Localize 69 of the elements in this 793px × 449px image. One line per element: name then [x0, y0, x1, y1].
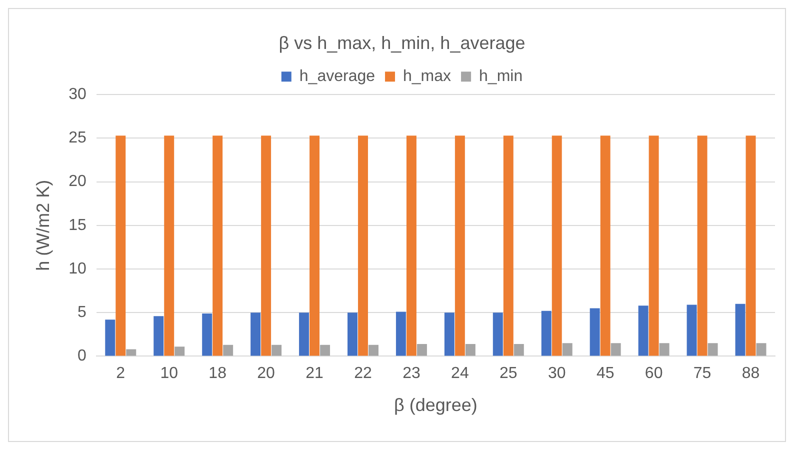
bar	[223, 344, 234, 356]
bar	[492, 312, 503, 356]
bar	[272, 344, 282, 356]
bar	[465, 344, 476, 356]
bar	[686, 304, 697, 356]
bar	[600, 136, 610, 356]
bar	[514, 344, 524, 356]
x-tick-label: 18	[208, 365, 227, 382]
bar	[697, 136, 708, 356]
bar	[735, 304, 746, 356]
bar	[454, 136, 465, 356]
bar	[444, 312, 454, 356]
bar	[746, 136, 756, 356]
bar	[368, 344, 378, 356]
bar	[126, 349, 136, 356]
bar	[250, 312, 261, 356]
bar	[610, 343, 621, 356]
x-tick-label: 88	[742, 365, 760, 382]
bar	[348, 312, 358, 356]
chart-title: β vs h_max, h_min, h_average	[278, 32, 526, 53]
x-tick-label: 2	[116, 365, 126, 382]
bar	[154, 316, 164, 356]
x-tick-label: 45	[596, 365, 614, 382]
bar	[174, 346, 185, 356]
y-tick-label: 25	[68, 130, 86, 147]
bar	[202, 313, 212, 356]
bar	[562, 343, 572, 356]
bar	[503, 136, 514, 356]
y-tick-label: 30	[68, 86, 86, 104]
bar	[212, 136, 223, 356]
bar	[541, 310, 552, 356]
y-tick-label: 20	[68, 173, 86, 190]
legend-label: h_min	[479, 68, 523, 86]
x-tick-label: 24	[451, 365, 469, 382]
bar	[756, 343, 766, 356]
bar	[105, 320, 116, 356]
x-tick-label: 75	[693, 365, 712, 382]
x-tick-label: 60	[644, 365, 663, 382]
x-tick-label: 10	[160, 365, 178, 382]
bar	[164, 136, 174, 356]
legend-label: h_average	[299, 68, 376, 86]
y-tick-label: 5	[77, 304, 86, 322]
x-tick-label: 22	[354, 365, 372, 382]
bar	[396, 312, 406, 356]
x-axis-title: β (degree)	[394, 395, 478, 416]
y-axis-title: h (W/m2 K)	[32, 180, 53, 271]
y-tick-label: 15	[68, 216, 86, 234]
x-tick-label: 30	[548, 365, 566, 382]
bar	[552, 136, 562, 356]
bar	[299, 312, 310, 356]
x-tick-label: 25	[500, 365, 518, 382]
y-tick-label: 10	[68, 260, 86, 278]
bar	[320, 344, 330, 356]
bar	[590, 308, 600, 356]
bar	[261, 136, 272, 356]
bar	[659, 343, 670, 356]
legend-label: h_max	[403, 68, 452, 86]
bar	[358, 136, 368, 356]
y-tick-label: 0	[77, 348, 86, 365]
bar	[310, 136, 320, 356]
bar	[116, 136, 126, 356]
bar	[648, 136, 659, 356]
x-tick-label: 23	[402, 365, 420, 382]
bar	[638, 306, 648, 356]
bar	[416, 344, 427, 356]
x-tick-label: 20	[257, 365, 276, 382]
bar	[406, 136, 416, 356]
bar	[708, 343, 718, 356]
x-tick-label: 21	[306, 365, 324, 382]
